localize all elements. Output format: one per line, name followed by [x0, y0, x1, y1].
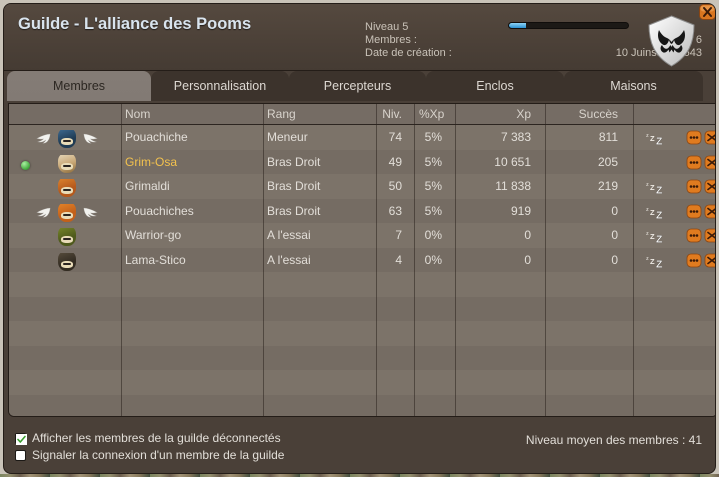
svg-text:Z: Z — [650, 134, 655, 143]
svg-text:Z: Z — [656, 234, 663, 245]
svg-text:z: z — [646, 256, 649, 262]
svg-text:Z: Z — [650, 257, 655, 266]
svg-text:Z: Z — [656, 136, 663, 147]
svg-text:z: z — [646, 182, 649, 188]
svg-text:Z: Z — [650, 183, 655, 192]
svg-text:z: z — [646, 133, 649, 139]
svg-text:Z: Z — [656, 258, 663, 269]
svg-text:Z: Z — [656, 185, 663, 196]
svg-text:z: z — [646, 231, 649, 237]
svg-text:Z: Z — [650, 208, 655, 217]
svg-text:Z: Z — [656, 209, 663, 220]
svg-text:z: z — [646, 207, 649, 213]
svg-text:Z: Z — [650, 232, 655, 241]
